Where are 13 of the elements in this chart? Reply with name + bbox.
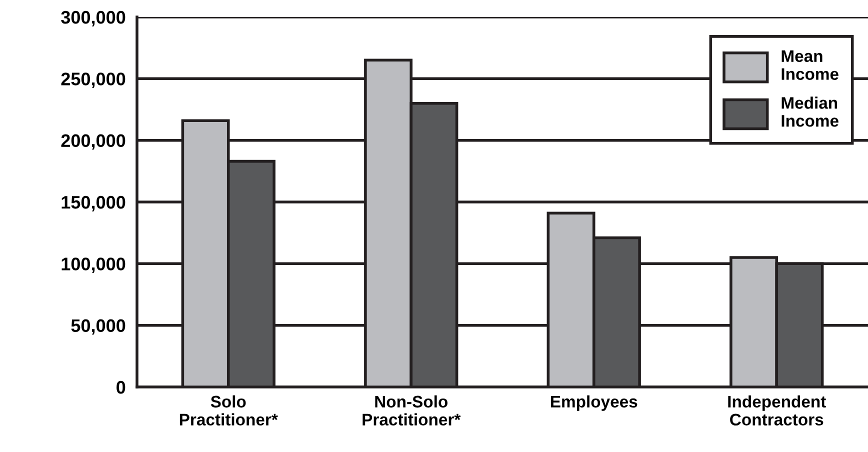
x-tick-label: Solo Practitioner*: [180, 395, 278, 426]
y-tick-label: 100,000: [62, 258, 126, 274]
x-tick-label: Independent Contractors: [728, 395, 826, 426]
y-tick-label: 300,000: [61, 10, 126, 26]
x-tick-label: Non-Solo Practitioner*: [362, 395, 461, 426]
y-tick-label: 250,000: [61, 72, 126, 88]
y-tick-label: 50,000: [71, 319, 126, 335]
y-tick-label: 200,000: [61, 134, 126, 150]
x-tick-label: Employees: [550, 395, 638, 411]
y-tick-label: 150,000: [62, 196, 126, 212]
legend-label: Median Income: [782, 96, 838, 127]
legend-label: Mean Income: [782, 50, 838, 80]
y-tick-label: 0: [116, 380, 126, 394]
